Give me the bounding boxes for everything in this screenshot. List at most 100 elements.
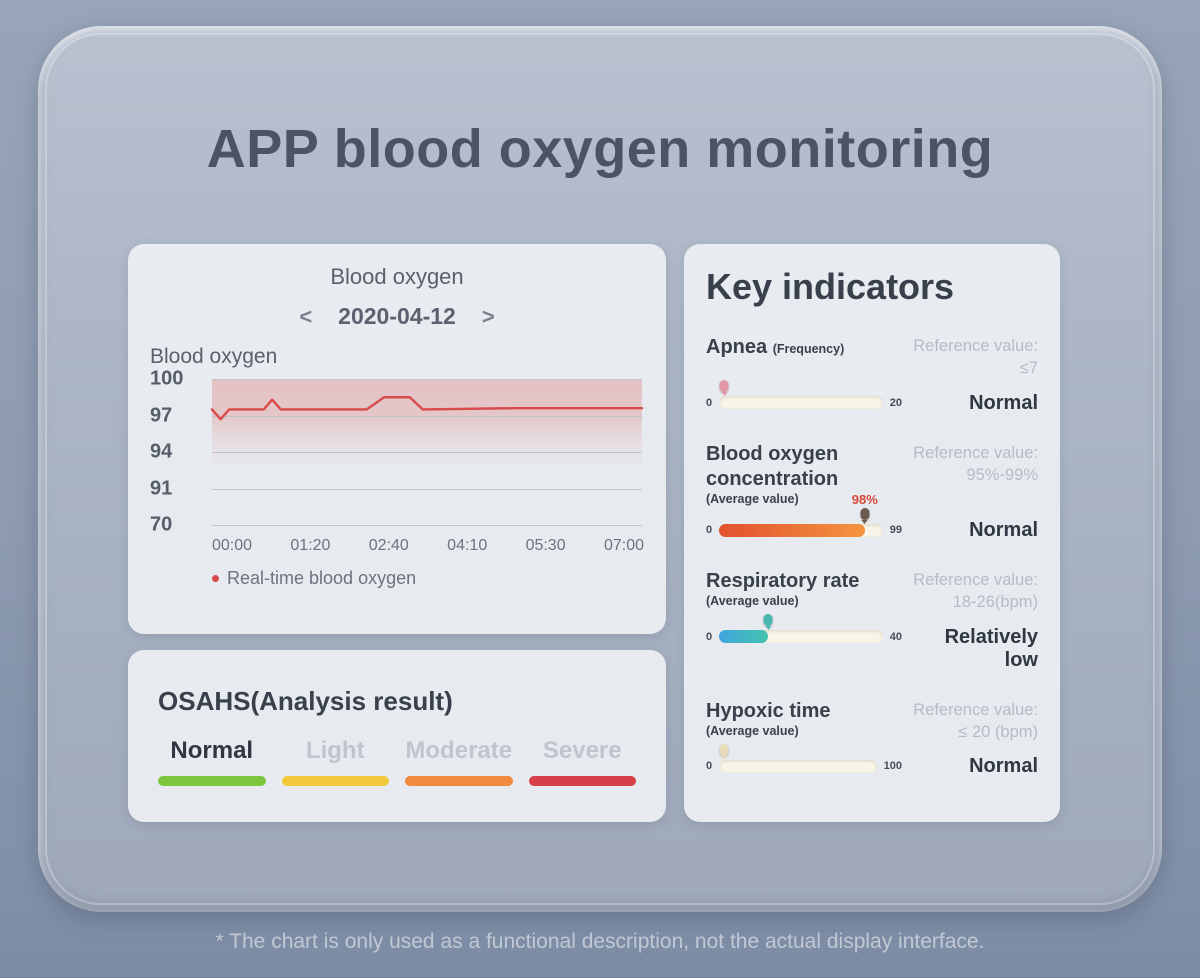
legend-dot-icon	[212, 575, 219, 582]
reference-number: 95%-99%	[966, 465, 1038, 484]
y-tick: 94	[150, 440, 173, 463]
line-chart-svg	[212, 379, 642, 525]
key-indicators-title: Key indicators	[706, 266, 955, 307]
footer-disclaimer: * The chart is only used as a functional…	[215, 930, 985, 953]
indicator-name: Apnea (Frequency)	[706, 335, 902, 380]
bar-max: 100	[883, 760, 902, 773]
bar-marker-pin	[719, 380, 729, 393]
date-navigator: < 2020-04-12 >	[150, 303, 644, 330]
bar-fill	[719, 523, 865, 537]
page-title: APP blood oxygen monitoring	[206, 119, 994, 179]
severity-bar	[405, 776, 513, 786]
bar-marker-pin	[763, 614, 773, 627]
indicator-name-text: Apnea	[706, 336, 768, 358]
severity-scale: Normal Light Moderate Severe	[158, 737, 636, 786]
severity-item-light: Light	[281, 737, 389, 786]
bar-min: 0	[706, 396, 713, 409]
x-axis-labels: 00:00 01:20 02:40 04:10 05:30 07:00	[212, 537, 644, 555]
indicator-name: Respiratory rate (Average value)	[706, 569, 902, 614]
panel-title: Blood oxygen	[330, 264, 464, 289]
gridline	[212, 488, 642, 490]
bar-max: 99	[889, 524, 902, 537]
next-date-arrow[interactable]: >	[481, 303, 495, 329]
chart-plot-area	[212, 379, 642, 526]
chart-legend: Real-time blood oxygen	[212, 568, 644, 589]
x-tick: 00:00	[212, 537, 253, 554]
indicator-hypoxic-time: Hypoxic time (Average value) Reference v…	[706, 699, 1038, 779]
status-badge: Normal	[969, 755, 1038, 778]
reference-band	[212, 379, 642, 470]
osahs-title: OSAHS(Analysis result)	[158, 686, 453, 716]
reference-label: Reference value:	[913, 700, 1038, 719]
bar-track	[719, 380, 883, 410]
y-tick: 97	[150, 404, 173, 426]
bar-value-label: 98%	[851, 491, 878, 507]
reference-number: ≤7	[1019, 359, 1038, 378]
gridline	[212, 525, 642, 526]
indicator-bar: 0 100	[706, 743, 902, 773]
reference-label: Reference value:	[913, 443, 1038, 462]
indicator-bar: 0 98% 99	[706, 492, 902, 537]
indicator-respiratory-rate: Respiratory rate (Average value) Referen…	[706, 569, 1038, 672]
bar-min: 0	[706, 760, 713, 773]
indicator-name-suffix: (Average value)	[706, 723, 799, 738]
x-tick: 05:30	[525, 537, 566, 554]
severity-label: Severe	[542, 737, 622, 764]
status-badge: Normal	[969, 391, 1038, 414]
bar-marker-pin	[860, 507, 870, 520]
bar-fill	[719, 630, 769, 644]
reference-label: Reference value:	[913, 337, 1038, 355]
y-tick: 91	[150, 477, 173, 499]
osahs-panel: OSAHS(Analysis result) Normal Light Mode…	[128, 650, 666, 822]
bar-track: 98%	[719, 492, 883, 537]
indicator-name-suffix: (Frequency)	[772, 342, 845, 356]
indicator-bar: 0 40	[706, 614, 902, 644]
indicator-name-text: Blood oxygen concentration	[706, 442, 839, 490]
x-tick: 07:00	[603, 537, 644, 554]
gridline	[212, 452, 642, 453]
severity-item-normal: Normal	[158, 737, 266, 786]
indicator-name-text: Respiratory rate	[706, 570, 860, 593]
status-badge: Normal	[969, 519, 1038, 542]
severity-bar	[281, 776, 389, 786]
severity-label: Light	[305, 737, 365, 764]
y-tick: 70	[150, 513, 173, 536]
severity-label: Moderate	[405, 737, 513, 764]
key-indicators-panel: Key indicators Apnea (Frequency) Referen…	[684, 244, 1060, 822]
reference-label: Reference value:	[913, 571, 1038, 590]
indicator-bar: 0 20	[706, 380, 902, 410]
indicator-blood-oxygen-concentration: Blood oxygen concentration (Average valu…	[706, 442, 1038, 543]
blood-oxygen-line	[212, 397, 642, 419]
reference-number: ≤ 20 (bpm)	[958, 722, 1038, 741]
indicator-name: Hypoxic time (Average value)	[706, 699, 902, 744]
bar-min: 0	[706, 630, 713, 643]
bar-max: 20	[889, 396, 902, 409]
severity-item-severe: Severe	[528, 737, 636, 786]
bar-track	[719, 614, 883, 644]
gridline	[212, 379, 642, 380]
reference-number: 18-26(bpm)	[952, 593, 1038, 612]
blood-oxygen-chart: 100 97 94 91 70	[150, 368, 644, 536]
severity-label: Normal	[170, 737, 254, 764]
chart-axis-title: Blood oxygen	[150, 345, 278, 368]
reference-value: Reference value: 95%-99%	[912, 442, 1038, 508]
legend-label: Real-time blood oxygen	[227, 568, 417, 588]
indicator-name-text: Hypoxic time	[706, 699, 831, 722]
x-tick: 01:20	[290, 537, 331, 554]
prev-date-arrow[interactable]: <	[299, 303, 313, 329]
indicator-apnea: Apnea (Frequency) Reference value: ≤7 0 …	[706, 335, 1038, 415]
bar-marker-pin	[719, 743, 729, 756]
reference-value: Reference value: 18-26(bpm)	[912, 569, 1038, 614]
date-value: 2020-04-12	[338, 303, 456, 329]
status-badge: Relatively low	[944, 625, 1038, 671]
reference-value: Reference value: ≤7	[912, 335, 1038, 380]
severity-item-moderate: Moderate	[405, 737, 513, 786]
indicator-name: Blood oxygen concentration (Average valu…	[706, 442, 902, 508]
indicator-name-suffix: (Average value)	[706, 594, 799, 609]
bar-track	[719, 743, 877, 773]
gridline	[212, 415, 642, 417]
bar-max: 40	[889, 630, 902, 643]
severity-bar	[158, 776, 266, 786]
x-tick: 02:40	[368, 537, 409, 554]
x-tick: 04:10	[447, 537, 488, 554]
